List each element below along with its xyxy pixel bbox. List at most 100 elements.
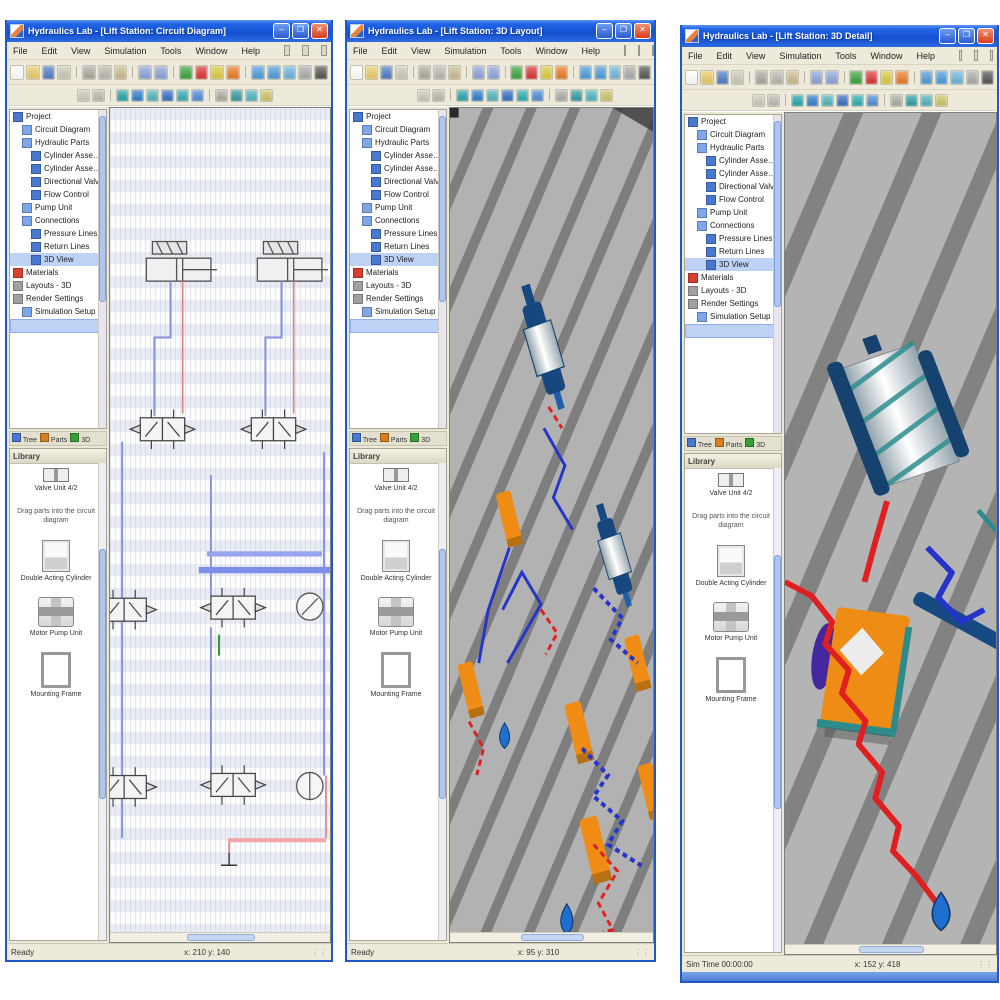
resize-grip[interactable]: ⋮⋮ <box>634 947 650 957</box>
valve-3d-2[interactable] <box>457 660 485 719</box>
library-header[interactable]: Library <box>350 449 446 464</box>
valve-3d-1[interactable] <box>495 489 524 548</box>
open-icon[interactable] <box>364 64 378 80</box>
mdi-restore-button[interactable] <box>637 45 640 56</box>
tree-item[interactable]: Return Lines <box>350 240 446 253</box>
nozzle-drop-2[interactable] <box>560 903 574 932</box>
tree-scrollbar[interactable] <box>98 110 106 428</box>
schematic-canvas[interactable] <box>110 108 330 932</box>
mdi-restore-button[interactable] <box>302 45 309 56</box>
menu-view[interactable]: View <box>746 50 766 61</box>
redo-icon[interactable] <box>486 64 500 80</box>
tree-item[interactable]: Flow Control <box>350 188 446 201</box>
print-icon[interactable] <box>394 64 408 80</box>
view-top-icon[interactable] <box>486 88 499 102</box>
menu-help[interactable]: Help <box>581 45 600 56</box>
pan-icon[interactable] <box>767 93 780 107</box>
close-button[interactable]: ✕ <box>977 28 994 44</box>
panel-tab-3d[interactable]: 3D <box>745 438 765 449</box>
tree-scrollbar[interactable] <box>773 115 781 433</box>
textures-icon[interactable] <box>920 93 933 107</box>
copy-icon[interactable] <box>97 64 112 80</box>
zoom-out-icon[interactable] <box>934 69 949 85</box>
undo-icon[interactable] <box>471 64 485 80</box>
panel-tab-tree[interactable]: Tree <box>687 438 712 449</box>
menu-help[interactable]: Help <box>241 45 260 56</box>
panel-tab-tree[interactable]: Tree <box>12 433 37 444</box>
mdi-minimize-button[interactable] <box>623 45 626 56</box>
valve-3d-6[interactable] <box>637 762 653 821</box>
zoom-in-icon[interactable] <box>578 64 592 80</box>
tree-item[interactable]: Pressure Lines <box>10 227 106 240</box>
rotate-icon[interactable] <box>116 88 129 102</box>
save-icon[interactable] <box>379 64 393 80</box>
view-side-icon[interactable] <box>836 93 849 107</box>
tree-item[interactable]: Hydraulic Parts <box>10 136 106 149</box>
library-item[interactable]: Motor Pump Unit <box>689 601 773 643</box>
redo-icon[interactable] <box>154 64 168 80</box>
mdi-minimize-button[interactable] <box>283 45 291 56</box>
tree-item[interactable]: Circuit Diagram <box>10 123 106 136</box>
new-icon[interactable] <box>10 64 24 80</box>
shaded-icon[interactable] <box>230 88 243 102</box>
tree-item[interactable]: Pressure Lines <box>350 227 446 240</box>
shaded-icon[interactable] <box>905 93 918 107</box>
tree-item[interactable]: Materials <box>685 271 781 284</box>
select-icon[interactable] <box>77 88 90 102</box>
panel-tab-parts[interactable]: Parts <box>714 438 742 449</box>
library-item[interactable]: Mounting Frame <box>14 652 98 699</box>
tree-item[interactable]: Connections <box>350 214 446 227</box>
camera-icon[interactable] <box>531 88 544 102</box>
tree-item[interactable]: Simulation Setup <box>10 305 106 318</box>
resize-grip[interactable]: ⋮⋮ <box>977 959 993 969</box>
tree-item[interactable]: Hydraulic Parts <box>685 141 781 154</box>
view-top-icon[interactable] <box>821 93 834 107</box>
3d-layout-canvas[interactable] <box>450 108 653 932</box>
tree-item[interactable]: Layouts - 3D <box>685 284 781 297</box>
library-item[interactable]: Mounting Frame <box>354 652 438 699</box>
valve-3d-4[interactable] <box>623 634 652 693</box>
options-icon[interactable] <box>314 64 328 80</box>
zoom-out-icon[interactable] <box>593 64 607 80</box>
panel-tab-tree[interactable]: Tree <box>352 433 377 444</box>
wireframe-icon[interactable] <box>555 88 568 102</box>
undo-icon[interactable] <box>809 69 824 85</box>
menu-tools[interactable]: Tools <box>835 50 857 61</box>
cylinder-3d-2[interactable] <box>587 499 642 612</box>
menu-edit[interactable]: Edit <box>381 45 398 56</box>
minimize-button[interactable]: – <box>273 23 290 39</box>
menu-tools[interactable]: Tools <box>500 45 522 56</box>
run-icon[interactable] <box>178 64 193 80</box>
library-scrollbar[interactable] <box>98 463 106 940</box>
pause-icon[interactable] <box>210 64 225 80</box>
tree-item[interactable]: Cylinder Assembly 2 <box>10 162 106 175</box>
view-iso-icon[interactable] <box>851 93 864 107</box>
menu-window[interactable]: Window <box>535 45 568 56</box>
mdi-close-button[interactable] <box>989 50 993 61</box>
grid-icon[interactable] <box>298 64 313 80</box>
stop-icon[interactable] <box>525 64 539 80</box>
view-top-icon[interactable] <box>146 88 159 102</box>
tree-item[interactable]: Materials <box>350 266 446 279</box>
tree-item[interactable]: Cylinder Assembly 1 <box>10 149 106 162</box>
pan-icon[interactable] <box>432 88 445 102</box>
library-scrollbar[interactable] <box>438 463 446 940</box>
cylinder-symbol-2[interactable] <box>256 240 329 282</box>
tree-item[interactable]: Project <box>350 110 446 123</box>
view-front-icon[interactable] <box>131 88 144 102</box>
maximize-button[interactable]: ❐ <box>958 28 975 44</box>
zoom-fit-icon[interactable] <box>950 69 964 85</box>
menu-help[interactable]: Help <box>916 50 935 61</box>
cylinder-symbol-1[interactable] <box>145 240 218 282</box>
lights-icon[interactable] <box>260 88 273 102</box>
print-icon[interactable] <box>730 69 745 85</box>
tree-item[interactable]: Circuit Diagram <box>350 123 446 136</box>
menu-window[interactable]: Window <box>870 50 903 61</box>
camera-icon[interactable] <box>866 93 879 107</box>
panel-tab-3d[interactable]: 3D <box>70 433 90 444</box>
tree-item[interactable]: Project <box>10 110 106 123</box>
tree-selected-footer[interactable] <box>10 319 106 333</box>
tree-item[interactable]: Connections <box>10 214 106 227</box>
shaded-icon[interactable] <box>570 88 583 102</box>
pump-symbol-right[interactable] <box>296 771 324 801</box>
